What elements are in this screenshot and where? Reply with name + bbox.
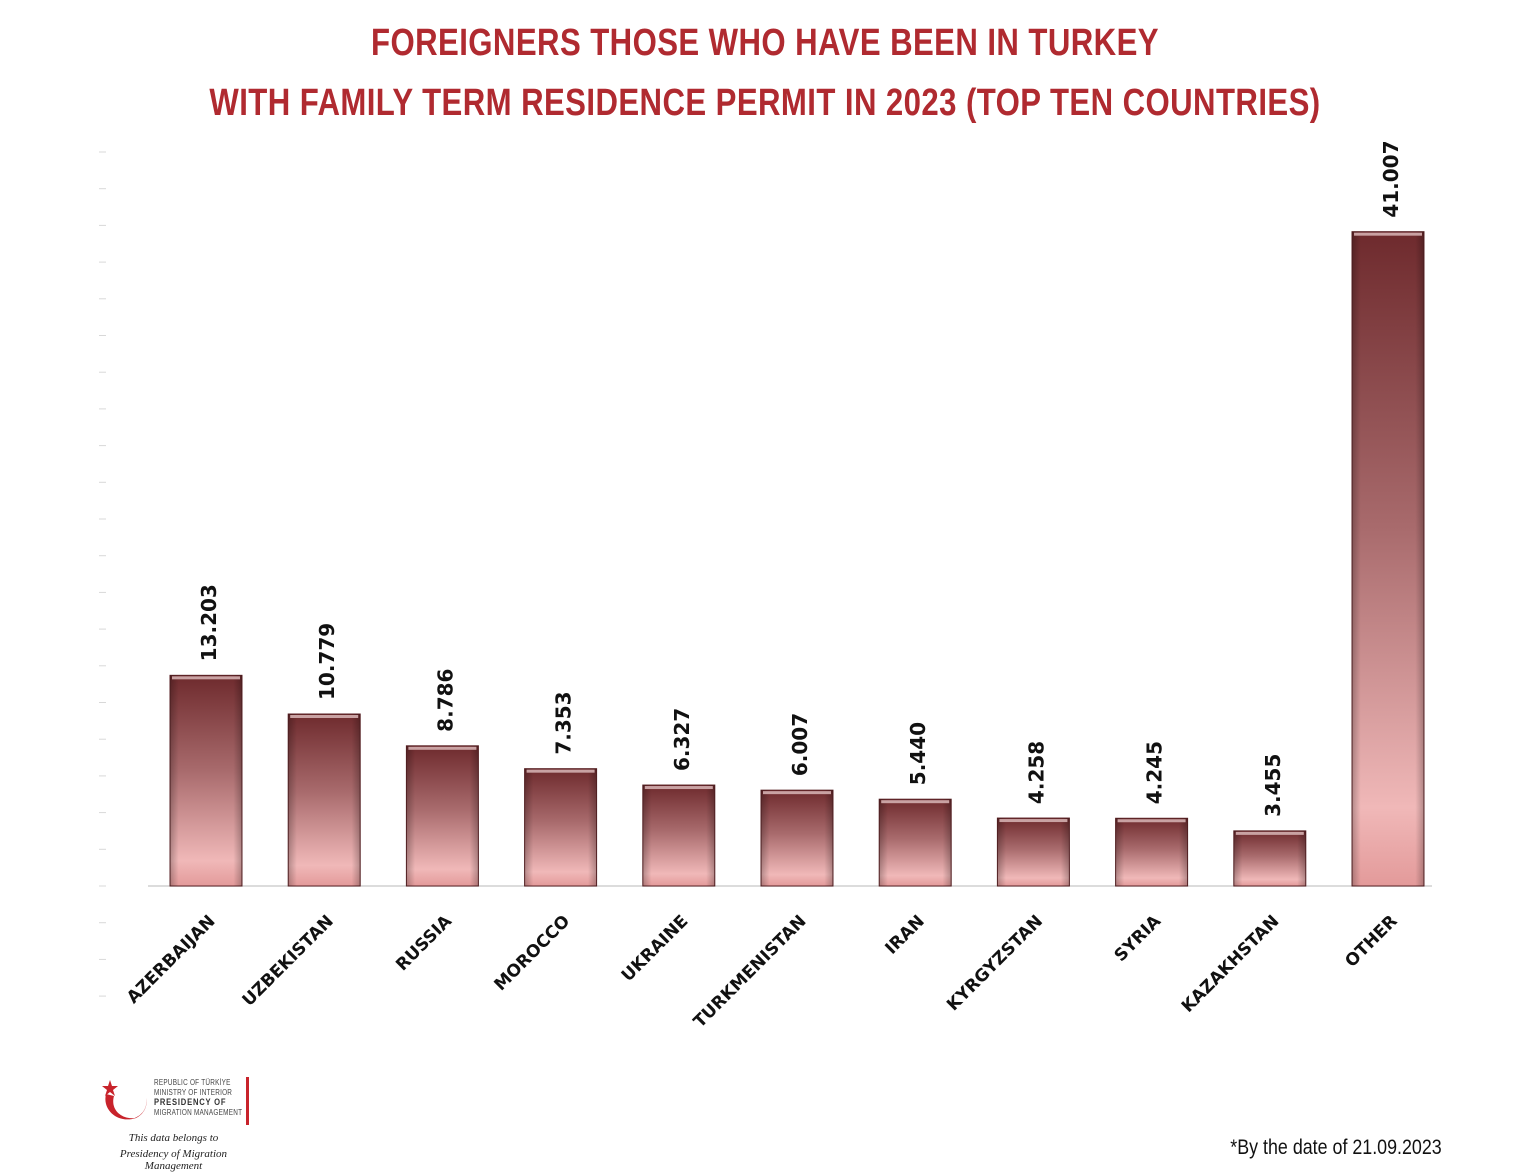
value-label: 7.353 xyxy=(552,691,576,754)
bar-shade xyxy=(642,785,715,886)
category-label: RUSSIA xyxy=(392,911,456,975)
y-axis-ticks xyxy=(99,151,106,997)
category-label: IRAN xyxy=(881,911,928,958)
bar-morocco xyxy=(524,768,598,887)
bar-iran xyxy=(878,798,952,887)
logo-line3: PRESIDENCY OF xyxy=(154,1097,227,1108)
crescent-star-icon xyxy=(102,1080,147,1120)
bar-highlight xyxy=(526,769,595,773)
bar-shade xyxy=(170,675,242,886)
bar-shade xyxy=(288,714,361,886)
value-label: 41.007 xyxy=(1379,140,1403,217)
value-label: 6.327 xyxy=(670,708,694,771)
bar-shade xyxy=(406,745,479,886)
bar-uzbekistan xyxy=(287,713,361,887)
value-labels-group: 13.203 10.779 8.786 7.353 6.327 6.007 5.440 4.2… xyxy=(197,140,1403,816)
chart-title-line2: WITH FAMILY TERM RESIDENCE PERMIT IN 202… xyxy=(209,82,1321,124)
category-label: SYRIA xyxy=(1111,911,1166,966)
value-label: 3.455 xyxy=(1261,754,1285,817)
value-label: 13.203 xyxy=(197,584,221,661)
logo-line2: MINISTRY OF INTERIOR xyxy=(154,1088,233,1097)
bar-shade xyxy=(1352,231,1424,887)
bar-syria xyxy=(1115,817,1189,887)
bars-group xyxy=(169,231,1425,887)
ministry-logo: REPUBLIC OF TÜRKİYE MINISTRY OF INTERIOR… xyxy=(96,1074,266,1172)
value-label: 10.779 xyxy=(315,623,339,700)
value-label: 5.440 xyxy=(906,722,930,785)
bar-highlight xyxy=(999,819,1068,823)
chart-title-line1: FOREIGNERS THOSE WHO HAVE BEEN IN TURKEY xyxy=(371,22,1159,64)
bar-azerbaijan xyxy=(169,674,243,887)
category-labels-group: AZERBAIJAN UZBEKISTAN RUSSIA MOROCCO UKRAINE… xyxy=(123,911,1401,1032)
logo-divider xyxy=(246,1077,249,1125)
bar-ukraine xyxy=(642,784,716,887)
bar-highlight xyxy=(1117,819,1186,823)
value-label: 8.786 xyxy=(433,669,457,732)
bar-russia xyxy=(405,745,479,887)
bar-highlight xyxy=(763,791,831,795)
bar-highlight xyxy=(881,800,950,804)
category-label: MOROCCO xyxy=(490,911,574,995)
bar-highlight xyxy=(1354,232,1422,236)
bar-shade xyxy=(1233,830,1306,886)
bar-kyrgyzstan xyxy=(996,817,1070,887)
bar-highlight xyxy=(172,676,240,680)
bar-highlight xyxy=(1235,831,1304,835)
bar-shade xyxy=(524,768,597,886)
attribution-line2: Presidency of Migration Management xyxy=(119,1148,228,1172)
logo-line4: MIGRATION MANAGEMENT xyxy=(154,1108,243,1117)
value-label: 6.007 xyxy=(788,713,812,776)
bar-shade xyxy=(761,790,833,886)
bar-turkmenistan xyxy=(760,789,834,887)
bar-kazakhstan xyxy=(1233,830,1307,887)
category-label: UZBEKISTAN xyxy=(239,911,338,1010)
bar-highlight xyxy=(644,786,713,790)
attribution-line1: This data belongs to xyxy=(128,1132,219,1144)
value-label: 4.258 xyxy=(1024,741,1048,804)
bar-shade xyxy=(1115,818,1188,886)
category-label: OTHER xyxy=(1341,911,1401,971)
logo-line1: REPUBLIC OF TÜRKİYE xyxy=(154,1078,231,1087)
category-label: UKRAINE xyxy=(618,911,693,986)
value-label: 4.245 xyxy=(1143,741,1167,804)
bar-other xyxy=(1351,231,1425,887)
logo-text: REPUBLIC OF TÜRKİYE MINISTRY OF INTERIOR… xyxy=(154,1078,242,1118)
bar-highlight xyxy=(408,746,477,750)
category-label: TURKMENISTAN xyxy=(690,911,811,1032)
date-footnote: *By the date of 21.09.2023 xyxy=(1230,1136,1442,1159)
bar-shade xyxy=(997,818,1070,886)
bar-shade xyxy=(879,799,952,886)
category-label: AZERBAIJAN xyxy=(123,911,219,1007)
category-label: KAZAKHSTAN xyxy=(1178,911,1283,1016)
bar-highlight xyxy=(290,715,359,719)
category-label: KYRGYZSTAN xyxy=(943,911,1047,1015)
